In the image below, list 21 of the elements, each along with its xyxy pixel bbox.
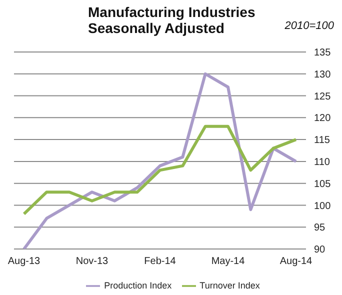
y-tick-label: 115: [314, 135, 330, 146]
line-series: [22, 72, 298, 249]
y-tick-label: 105: [314, 178, 332, 190]
y-tick-label: 95: [314, 222, 326, 234]
text: 2010=100: [284, 20, 334, 32]
y-tick-label: 130: [314, 69, 332, 80]
y-tick-label: 100: [314, 200, 332, 212]
legend-label: Turnover Index: [200, 280, 260, 290]
y-tick-label: 135: [314, 48, 332, 59]
x-tick-label: May-14: [211, 256, 246, 268]
line-series: [22, 124, 298, 216]
x-tick-label: Aug-13: [8, 256, 41, 268]
x-tick-label: Nov-13: [76, 256, 109, 268]
y-tick-label: 110: [314, 156, 330, 168]
chart-title: Manufacturing Industries Seasonally Adjusted: [88, 4, 256, 36]
y-tick-label: 120: [314, 113, 332, 124]
y-tick-label: 90: [314, 244, 326, 256]
x-tick-label: Feb-14: [144, 256, 176, 268]
legend-label: Production Index: [104, 280, 172, 290]
x-tick-label: Aug-14: [280, 256, 313, 268]
y-tick-label: 125: [314, 91, 332, 102]
